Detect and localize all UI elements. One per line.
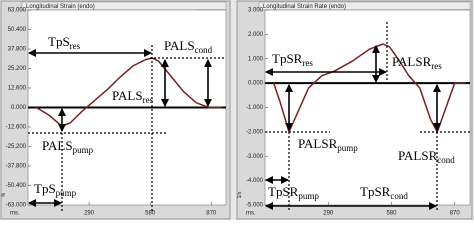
y-tick-label: -5.000 [246, 203, 264, 209]
y-unit: % [1, 192, 7, 197]
y-tick-label: -12.600 [6, 125, 27, 131]
annotation-text: TpS [34, 181, 56, 196]
y-tick-label: 2.000 [248, 32, 264, 38]
annotation: PALScond [164, 38, 213, 55]
x-axis-label: ms. [246, 211, 256, 217]
x-tick-label: 290 [84, 211, 95, 217]
y-tick-label: -3.000 [246, 154, 264, 160]
annotation-text: PALS [42, 138, 73, 153]
y-tick-label: 25.200 [8, 66, 27, 72]
y-tick-label: 1.000 [248, 56, 264, 62]
annotation-sub: pump [73, 145, 94, 155]
panel: Longitudinal Strain (endo)63.000 50.400 37… [0, 0, 231, 220]
annotations-left: TpSres PALScond PALSres PALSpump TpSpump [28, 34, 226, 212]
annotation: TpSRcond [360, 184, 408, 201]
y-tick-label: 37.800 [8, 47, 27, 53]
annotation: TpSres [48, 34, 81, 51]
annotation-sub: res [143, 95, 154, 105]
x-tick-label: 870 [206, 211, 217, 217]
annotation: TpSpump [34, 181, 77, 198]
x-axis-label: ms. [10, 211, 20, 217]
x-tick-label: 870 [450, 211, 461, 217]
annotation: PALSRres [392, 54, 442, 71]
annotation-text: TpS [48, 34, 70, 49]
annotation: PALSpump [42, 138, 94, 155]
annotation-sub: res [70, 41, 81, 51]
y-tick-label: -37.800 [6, 164, 27, 170]
annotation: PALSRpump [298, 136, 358, 153]
y-tick-label: -50.400 [6, 183, 27, 189]
panel-title: Longitudinal Strain (endo) [26, 4, 95, 10]
annotation-text: PALSR [298, 136, 338, 151]
x-tick-label: 290 [323, 211, 334, 217]
y-tick-label: -2.000 [246, 129, 264, 135]
x-tick-label: 580 [386, 211, 397, 217]
annotation-sub: res [431, 61, 442, 71]
y-tick-label: 63.000 [8, 8, 27, 14]
y-tick-label: 50.400 [8, 27, 27, 33]
annotation: PALSres [112, 88, 154, 105]
annotation: PALSRcond [398, 148, 455, 165]
y-tick-label: 12.600 [8, 86, 27, 92]
annotation-text: PALS [164, 38, 195, 53]
y-tick-label: -1.000 [246, 105, 264, 111]
annotation: TpSRpump [268, 184, 319, 201]
panels: Longitudinal Strain (endo)63.000 50.400 37… [0, 0, 473, 220]
annotation-sub: pump [56, 188, 77, 198]
annotation-sub: cond [437, 155, 455, 165]
annotation-text: PALSR [392, 54, 432, 69]
y-tick-label: 3.000 [248, 8, 264, 14]
annotation-sub: res [302, 58, 313, 68]
y-tick-label: 0.000 [248, 81, 264, 87]
annotation-sub: pump [298, 191, 319, 201]
x-tick-label: 580 [145, 211, 156, 217]
strain-curve [36, 57, 222, 127]
y-tick-label: -63.000 [6, 203, 27, 209]
annotation-sub: cond [195, 45, 213, 55]
annotations-right: TpSRres PALSRres PALSRpump PALSRcond TpS… [265, 22, 470, 212]
annotation-text: TpSR [268, 184, 299, 199]
panel-title: Longitudinal Strain Rate (endo) [263, 4, 346, 10]
plot-area [264, 9, 471, 206]
y-tick-label: 0.000 [11, 105, 27, 111]
y-tick-label: -25.200 [6, 144, 27, 150]
annotation: TpSRres [272, 51, 313, 68]
annotation-sub: cond [390, 191, 408, 201]
annotation-text: PALS [112, 88, 143, 103]
figure: Longitudinal Strain (endo)63.000 50.400 37… [0, 0, 474, 220]
annotation-text: TpSR [360, 184, 391, 199]
annotation-text: TpSR [272, 51, 303, 66]
annotation-sub: pump [337, 143, 358, 153]
y-tick-label: -4.000 [246, 178, 264, 184]
annotation-text: PALSR [398, 148, 438, 163]
y-unit: 1/s [237, 191, 243, 198]
